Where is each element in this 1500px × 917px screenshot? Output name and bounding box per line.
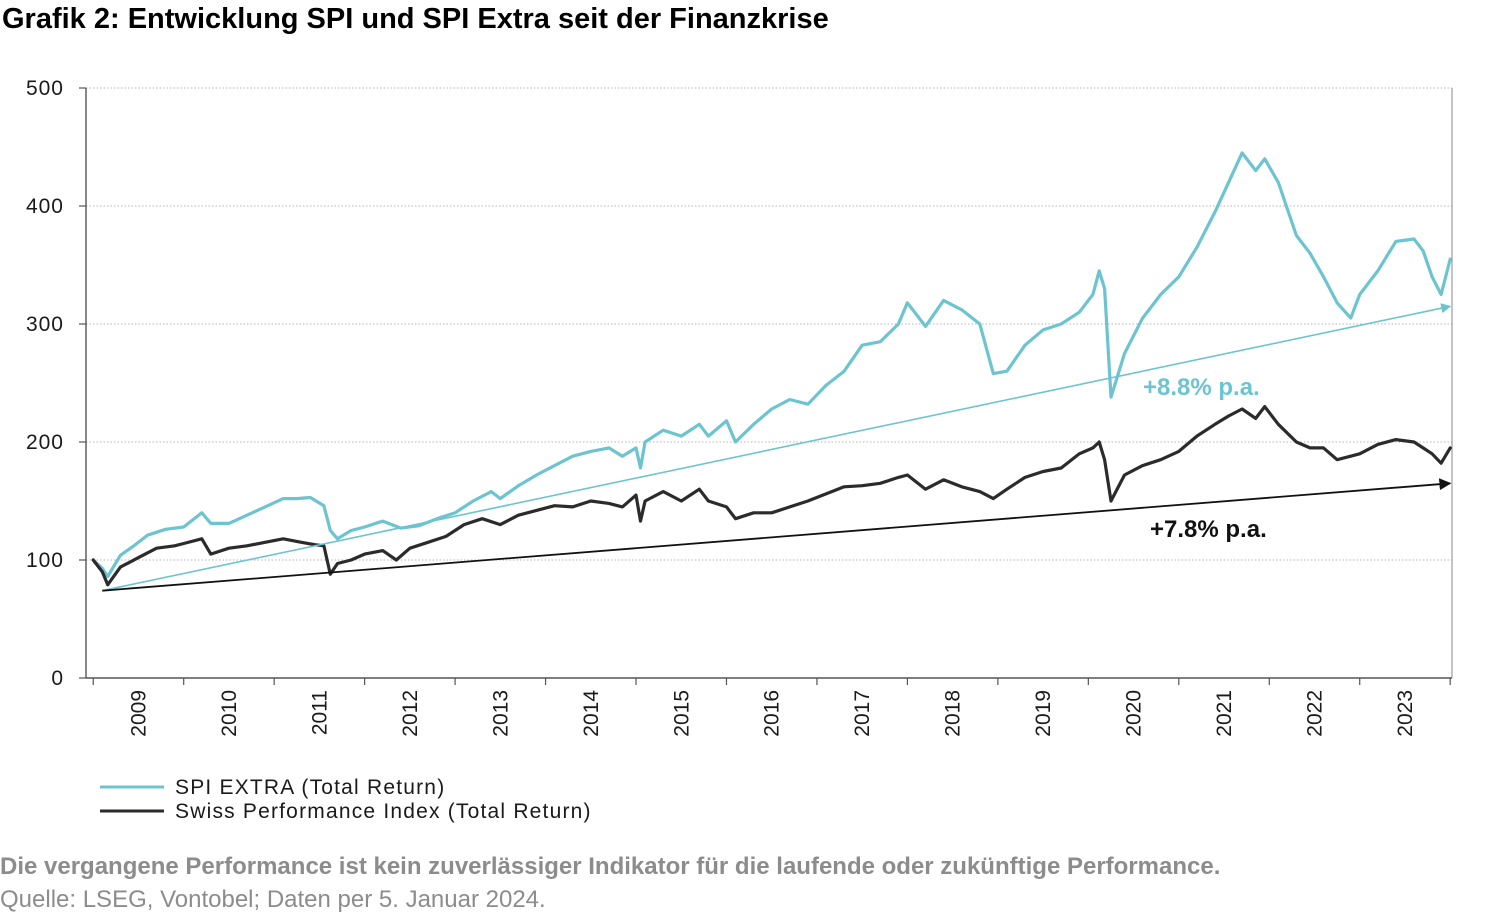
spi-extra-trend-label: +8.8% p.a. xyxy=(1143,374,1260,401)
gridlines xyxy=(86,87,1452,561)
x-axis-ticks: 2009 2010 2011 2012 2013 2014 2015 2016 2017 2018… xyxy=(92,678,1451,737)
axes xyxy=(85,88,1453,679)
x-tick-label: 2013 xyxy=(489,690,512,737)
x-tick-label: 2014 xyxy=(580,690,603,737)
y-tick-label: 200 xyxy=(26,431,64,454)
x-tick-label: 2020 xyxy=(1123,690,1146,737)
x-tick-label: 2022 xyxy=(1303,690,1326,737)
performance-disclaimer: Die vergangene Performance ist kein zuve… xyxy=(0,853,1221,880)
chart-title: Grafik 2: Entwicklung SPI und SPI Extra … xyxy=(2,3,829,35)
spi-line xyxy=(91,405,1452,587)
x-tick-label: 2009 xyxy=(127,690,150,737)
x-tick-label: 2018 xyxy=(942,690,965,737)
y-tick-label: 300 xyxy=(26,313,64,336)
x-tick-label: 2019 xyxy=(1032,690,1055,737)
x-tick-label: 2015 xyxy=(670,690,693,737)
x-tick-label: 2023 xyxy=(1394,690,1417,737)
data-source: Quelle: LSEG, Vontobel; Daten per 5. Jan… xyxy=(0,886,546,913)
y-tick-label: 500 xyxy=(26,77,64,100)
x-tick-label: 2010 xyxy=(218,690,241,737)
y-tick-label: 100 xyxy=(26,549,64,572)
trend-arrows: +8.8% p.a. +7.8% p.a. xyxy=(102,303,1452,592)
legend: SPI EXTRA (Total Return)Swiss Performanc… xyxy=(100,776,592,823)
line-chart: 0 100 200 300 400 500 2009 2010 2011 2012 2013 201… xyxy=(26,77,1453,823)
y-axis-ticks: 0 100 200 300 400 500 xyxy=(26,77,86,690)
x-tick-label: 2021 xyxy=(1213,690,1236,737)
y-tick-label: 400 xyxy=(26,195,64,218)
y-tick-label: 0 xyxy=(51,667,64,690)
spi-trend-arrow xyxy=(102,478,1452,592)
x-tick-label: 2011 xyxy=(308,690,331,735)
x-tick-label: 2016 xyxy=(761,690,784,737)
x-tick-label: 2012 xyxy=(399,690,422,737)
spi-extra-line xyxy=(91,151,1452,579)
legend-label-spi-extra: SPI EXTRA (Total Return) xyxy=(175,776,445,799)
spi-trend-label: +7.8% p.a. xyxy=(1150,516,1267,543)
x-tick-label: 2017 xyxy=(851,690,874,737)
spi-extra-trend-arrow xyxy=(102,303,1452,592)
legend-label-spi: Swiss Performance Index (Total Return) xyxy=(175,800,592,823)
